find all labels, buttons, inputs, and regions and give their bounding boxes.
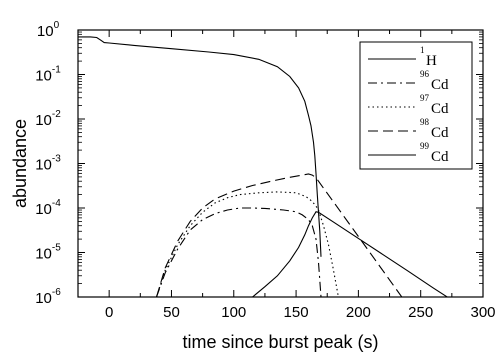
y-tick-label: 10-6 [35,287,61,307]
x-tick-label: 150 [284,304,309,321]
x-tick-label: 250 [408,304,433,321]
legend-entry-mass: 96 [420,69,430,79]
legend-entry-element: Cd [431,149,449,165]
legend-entry-mass: 1 [420,45,425,55]
legend-entry-element: Cd [431,77,449,93]
legend-entry-mass: 98 [420,117,430,127]
x-tick-label: 300 [470,304,495,321]
series-line-99cd [252,211,449,297]
x-tick-label: 200 [346,304,371,321]
ticks-layer: 0 50 100 150 200 250 300 100 10-1 10-2 10-3 10-4 10-… [35,20,495,321]
x-tick-label: 0 [105,304,113,321]
legend-entry-element: Cd [431,125,449,141]
y-tick-label: 10-3 [35,154,61,174]
series-layer [78,36,449,297]
x-tick-label: 50 [163,304,180,321]
series-line-96cd [155,207,322,297]
y-tick-label: 10-1 [35,65,61,85]
x-axis-title: time since burst peak (s) [182,332,378,352]
y-tick-label: 100 [37,20,60,40]
legend-entry-element: H [426,53,437,69]
x-tick-label: 100 [221,304,246,321]
legend-box [359,41,473,170]
legend-entry-mass: 99 [420,141,430,151]
legend-entry-element: Cd [431,101,449,117]
legend-entry-mass: 97 [420,93,430,103]
y-tick-label: 10-5 [35,243,61,263]
y-tick-label: 10-4 [35,198,61,218]
y-axis-title: abundance [10,119,30,208]
series-line-98cd [155,173,403,297]
y-tick-label: 10-2 [35,109,61,129]
series-line-1h [78,36,322,257]
